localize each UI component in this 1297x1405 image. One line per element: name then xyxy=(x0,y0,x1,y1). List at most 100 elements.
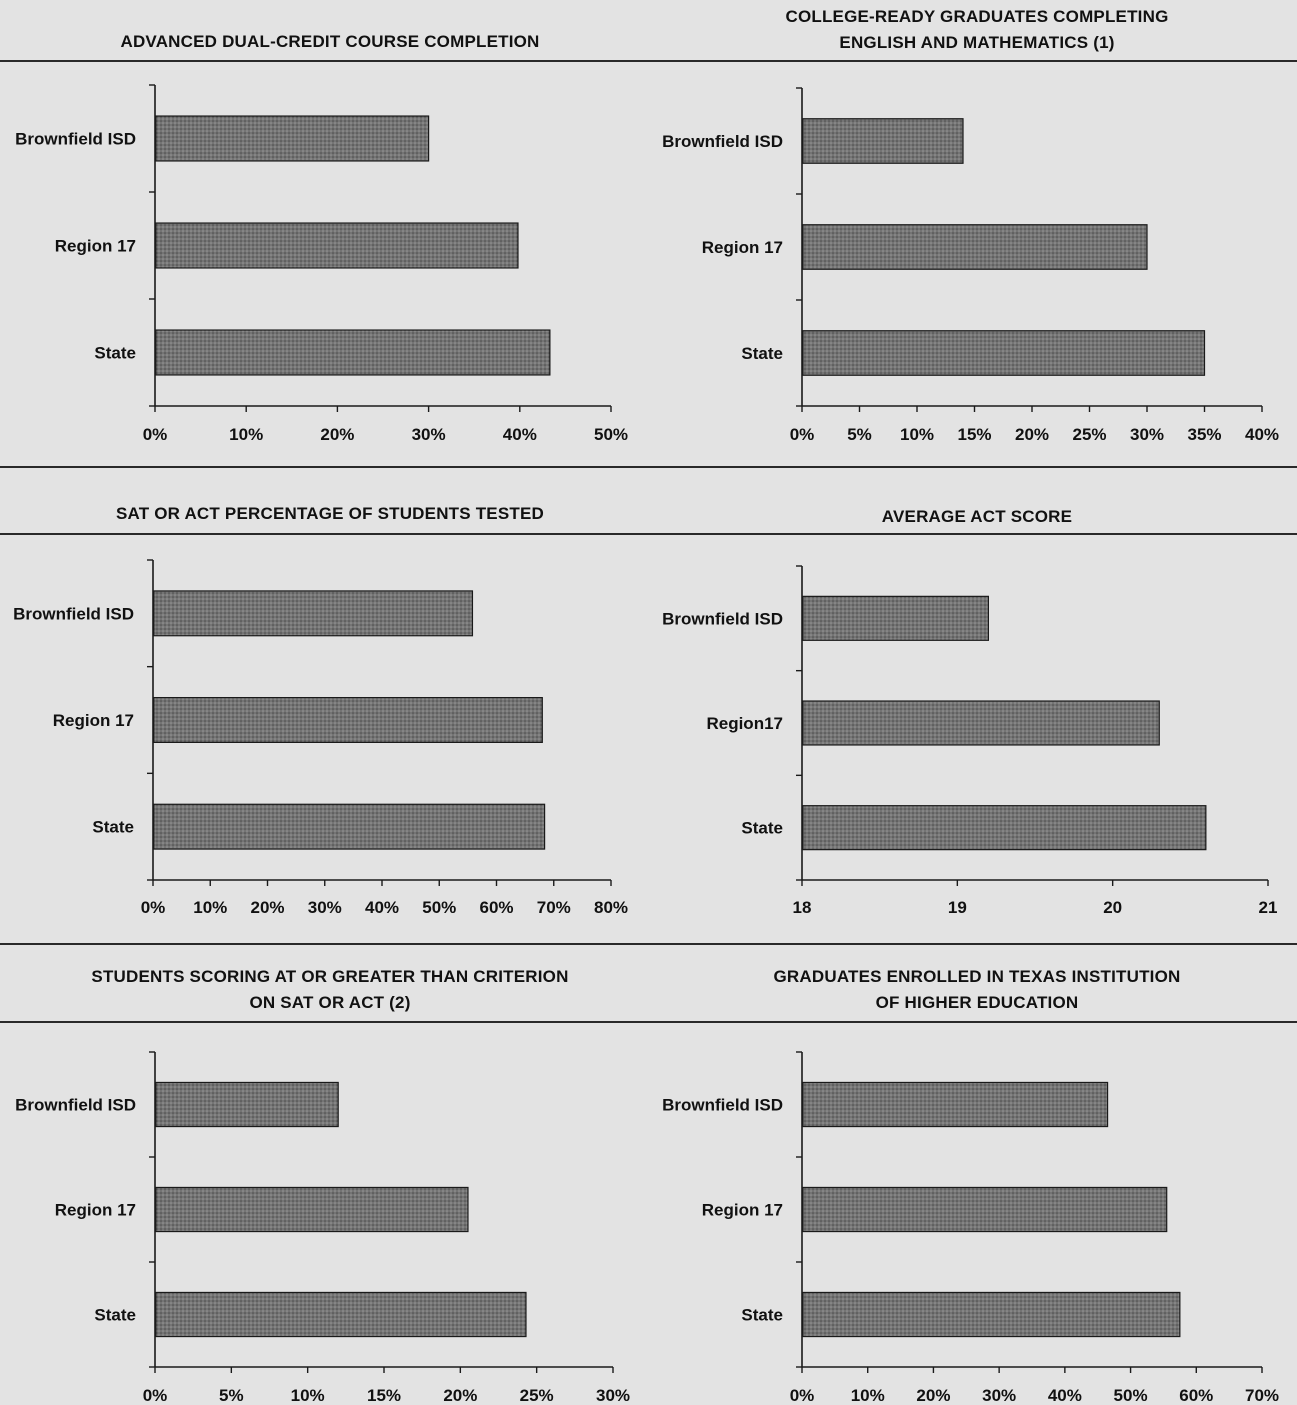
divider-top xyxy=(0,60,1297,62)
x-tick-label: 20% xyxy=(443,1386,477,1405)
bar-state xyxy=(802,330,1206,376)
divider-lower xyxy=(0,943,1297,945)
bar-state xyxy=(153,803,546,850)
chart-title-line: ON SAT OR ACT (2) xyxy=(249,993,411,1012)
chart-title-criterion: STUDENTS SCORING AT OR GREATER THAN CRIT… xyxy=(20,964,640,1016)
x-tick-label: 40% xyxy=(365,898,399,917)
x-tick-label: 5% xyxy=(847,425,872,444)
category-label: State xyxy=(741,1306,783,1325)
x-tick-label: 19 xyxy=(948,898,967,917)
chart-title-line: AVERAGE ACT SCORE xyxy=(881,507,1073,526)
bar-brownfield-isd xyxy=(153,590,474,637)
x-tick-label: 10% xyxy=(291,1386,325,1405)
bar-state xyxy=(155,329,551,376)
chart-title-college-ready: COLLEGE-READY GRADUATES COMPLETING ENGLI… xyxy=(667,4,1287,56)
x-tick-label: 20% xyxy=(1015,425,1049,444)
chart-title-line: STUDENTS SCORING AT OR GREATER THAN CRIT… xyxy=(91,967,569,986)
chart-title-line: ADVANCED DUAL-CREDIT COURSE COMPLETION xyxy=(120,32,540,51)
bar-brownfield-isd xyxy=(155,1081,339,1128)
x-tick-label: 30% xyxy=(308,898,342,917)
category-label: State xyxy=(94,1306,136,1325)
x-tick-label: 25% xyxy=(1072,425,1106,444)
x-tick-label: 0% xyxy=(143,425,168,444)
x-tick-label: 20% xyxy=(916,1386,950,1405)
x-tick-label: 0% xyxy=(141,898,166,917)
bar-region-17 xyxy=(155,222,519,269)
x-tick-label: 10% xyxy=(193,898,227,917)
bar-region-17 xyxy=(153,696,543,743)
x-tick-label: 40% xyxy=(1245,425,1279,444)
x-tick-label: 30% xyxy=(1130,425,1164,444)
category-label: Brownfield ISD xyxy=(15,130,136,149)
bar-state xyxy=(802,1291,1181,1338)
divider-middle-2 xyxy=(0,533,1297,535)
bar-region17 xyxy=(802,700,1160,746)
x-tick-label: 0% xyxy=(143,1386,168,1405)
category-label: State xyxy=(741,344,783,363)
x-tick-label: 40% xyxy=(1048,1386,1082,1405)
x-tick-label: 20% xyxy=(250,898,284,917)
x-tick-label: 50% xyxy=(422,898,456,917)
category-label: Brownfield ISD xyxy=(662,132,783,151)
chart-title-higher-ed: GRADUATES ENROLLED IN TEXAS INSTITUTION … xyxy=(667,964,1287,1016)
chart-title-line: ENGLISH AND MATHEMATICS (1) xyxy=(839,33,1115,52)
x-tick-label: 70% xyxy=(1245,1386,1279,1405)
x-tick-label: 35% xyxy=(1187,425,1221,444)
x-tick-label: 10% xyxy=(900,425,934,444)
x-tick-label: 60% xyxy=(1179,1386,1213,1405)
bar-brownfield-isd xyxy=(155,115,430,162)
category-label: Region 17 xyxy=(55,237,136,256)
category-label: Region 17 xyxy=(702,1201,783,1220)
x-tick-label: 70% xyxy=(537,898,571,917)
category-label: State xyxy=(741,819,783,838)
x-tick-label: 18 xyxy=(793,898,812,917)
category-label: Brownfield ISD xyxy=(13,604,134,623)
category-label: Region 17 xyxy=(702,238,783,257)
x-tick-label: 10% xyxy=(851,1386,885,1405)
x-tick-label: 0% xyxy=(790,1386,815,1405)
category-label: State xyxy=(92,818,134,837)
x-tick-label: 40% xyxy=(503,425,537,444)
bar-state xyxy=(155,1291,527,1338)
bar-brownfield-isd xyxy=(802,118,964,164)
chart-title-dual-credit: ADVANCED DUAL-CREDIT COURSE COMPLETION xyxy=(20,29,640,55)
chart-title-line: GRADUATES ENROLLED IN TEXAS INSTITUTION xyxy=(773,967,1181,986)
x-tick-label: 60% xyxy=(479,898,513,917)
chart-title-sat-act-tested: SAT OR ACT PERCENTAGE OF STUDENTS TESTED xyxy=(20,501,640,527)
category-label: State xyxy=(94,344,136,363)
chart-title-line: OF HIGHER EDUCATION xyxy=(875,993,1079,1012)
bar-region-17 xyxy=(802,224,1148,270)
x-tick-label: 30% xyxy=(982,1386,1016,1405)
x-tick-label: 15% xyxy=(957,425,991,444)
chart-title-average-act: AVERAGE ACT SCORE xyxy=(667,504,1287,530)
divider-middle xyxy=(0,466,1297,468)
category-label: Region 17 xyxy=(53,711,134,730)
bar-region-17 xyxy=(802,1186,1168,1233)
x-tick-label: 0% xyxy=(790,425,815,444)
category-label: Brownfield ISD xyxy=(15,1096,136,1115)
x-tick-label: 21 xyxy=(1259,898,1278,917)
bar-brownfield-isd xyxy=(802,1081,1109,1128)
bar-brownfield-isd xyxy=(802,595,989,641)
x-tick-label: 30% xyxy=(412,425,446,444)
divider-lower-2 xyxy=(0,1021,1297,1023)
category-label: Region17 xyxy=(706,714,783,733)
bar-state xyxy=(802,805,1207,851)
category-label: Brownfield ISD xyxy=(662,609,783,628)
category-label: Region 17 xyxy=(55,1201,136,1220)
x-tick-label: 30% xyxy=(596,1386,630,1405)
x-tick-label: 80% xyxy=(594,898,628,917)
x-tick-label: 5% xyxy=(219,1386,244,1405)
chart-title-line: SAT OR ACT PERCENTAGE OF STUDENTS TESTED xyxy=(116,504,544,523)
x-tick-label: 50% xyxy=(594,425,628,444)
category-label: Brownfield ISD xyxy=(662,1096,783,1115)
x-tick-label: 20 xyxy=(1103,898,1122,917)
x-tick-label: 15% xyxy=(367,1386,401,1405)
x-tick-label: 10% xyxy=(229,425,263,444)
x-tick-label: 20% xyxy=(320,425,354,444)
x-tick-label: 25% xyxy=(520,1386,554,1405)
x-tick-label: 50% xyxy=(1114,1386,1148,1405)
chart-title-line: COLLEGE-READY GRADUATES COMPLETING xyxy=(785,7,1169,26)
bar-region-17 xyxy=(155,1186,469,1233)
